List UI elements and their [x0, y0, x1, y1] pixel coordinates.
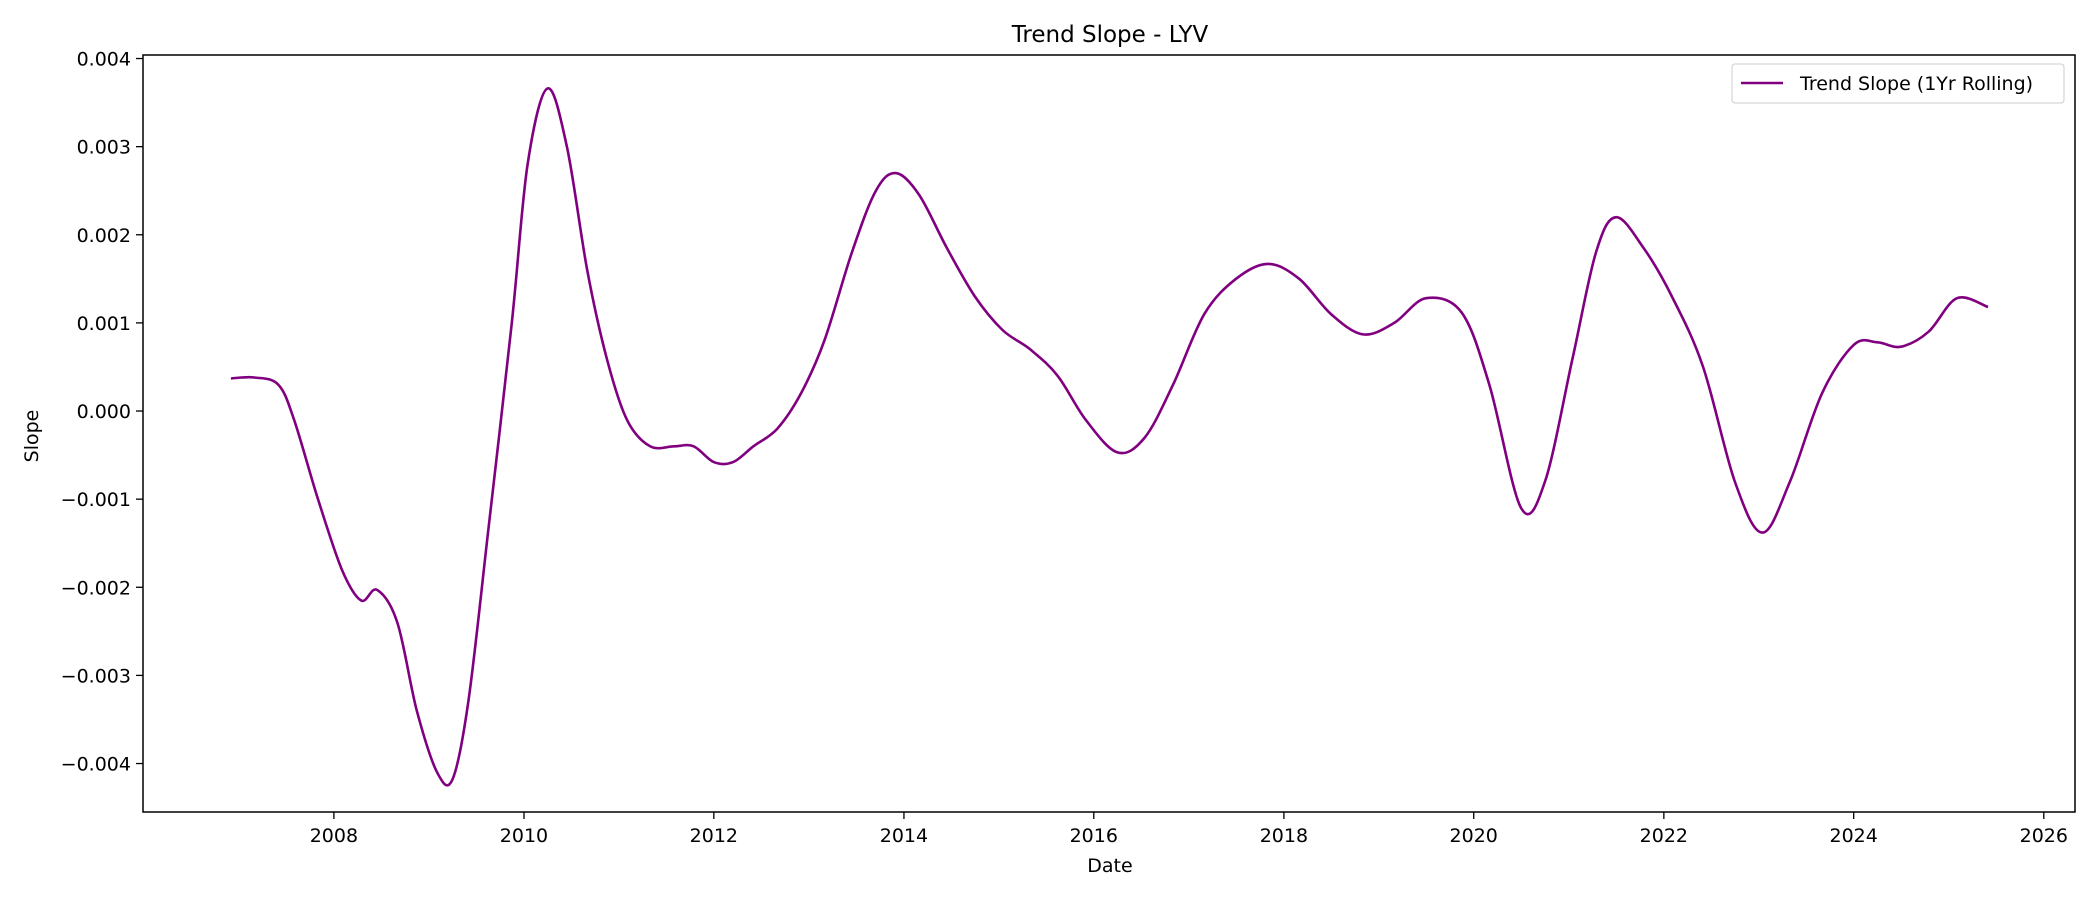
y-axis: 0.004 0.003 0.002 0.001 0.000 −0.001 −0.002 −0.… [61, 49, 143, 776]
x-tick-label: 2010 [500, 825, 548, 847]
x-axis-label: Date [1087, 855, 1132, 877]
x-tick-label: 2016 [1070, 825, 1118, 847]
x-tick-label: 2008 [310, 825, 358, 847]
series-layer [230, 87, 1989, 787]
x-tick-label: 2014 [880, 825, 928, 847]
y-tick-label: −0.002 [61, 577, 131, 599]
y-tick-label: −0.001 [61, 489, 131, 511]
series-line [230, 87, 1989, 787]
y-tick-label: 0.004 [77, 49, 131, 71]
y-tick-label: −0.003 [61, 665, 131, 687]
y-tick-label: 0.000 [77, 401, 131, 423]
x-tick-label: 2018 [1260, 825, 1308, 847]
x-tick-label: 2020 [1450, 825, 1498, 847]
x-tick-label: 2026 [2020, 825, 2068, 847]
legend: Trend Slope (1Yr Rolling) [1731, 63, 2065, 104]
y-tick-label: 0.002 [77, 225, 131, 247]
x-axis: 2008 2010 2012 2014 2016 2018 2020 2022 2024 2026 [310, 812, 2068, 847]
legend-label: Trend Slope (1Yr Rolling) [1799, 73, 2033, 95]
chart-title: Trend Slope - LYV [1011, 22, 1209, 48]
y-tick-label: 0.001 [77, 313, 131, 335]
y-tick-label: −0.004 [61, 754, 131, 776]
y-axis-label: Slope [21, 410, 43, 463]
plot-area [142, 54, 2076, 813]
x-tick-label: 2022 [1640, 825, 1688, 847]
x-tick-label: 2024 [1830, 825, 1878, 847]
x-tick-label: 2012 [690, 825, 738, 847]
legend-box [1731, 63, 2065, 104]
y-tick-label: 0.003 [77, 137, 131, 159]
